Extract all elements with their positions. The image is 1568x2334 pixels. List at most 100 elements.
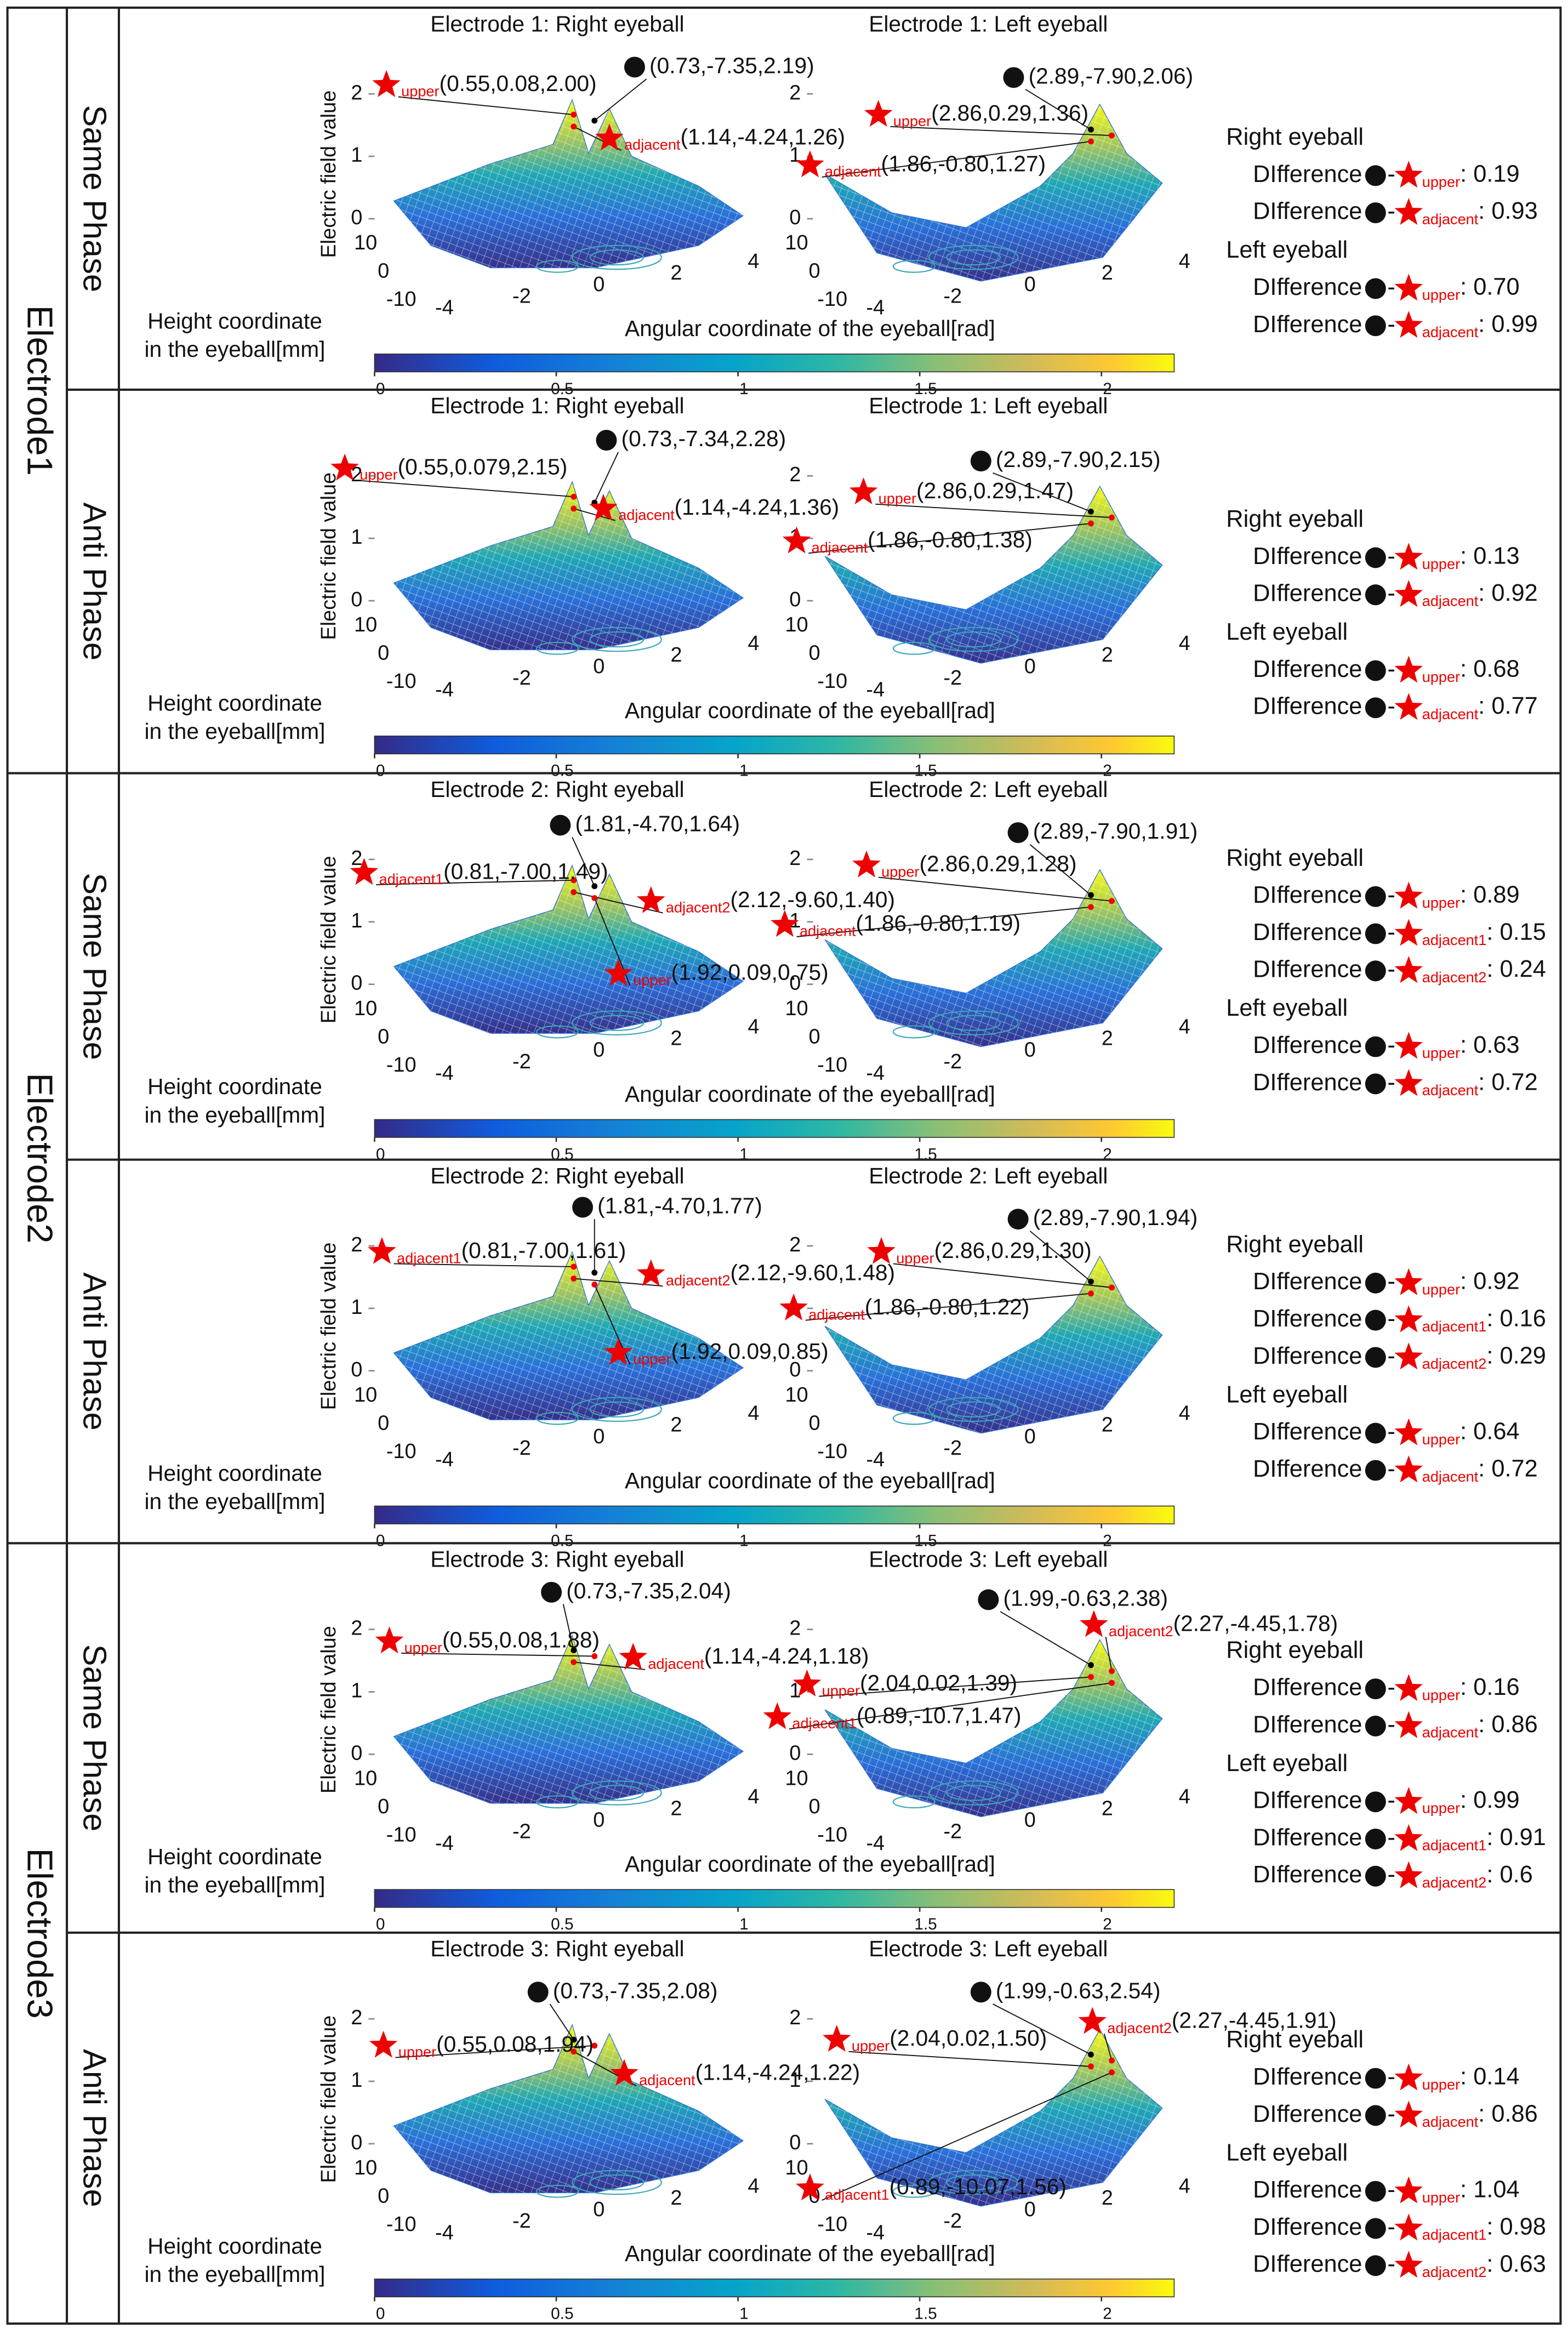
dot-marker — [572, 1197, 594, 1218]
diff-sub: adjacent — [1422, 323, 1479, 340]
point — [571, 1263, 577, 1270]
leader-line — [822, 2071, 1112, 2201]
annotation-text: (2.27,-4.45,1.91) — [1172, 2007, 1337, 2033]
contour — [928, 627, 1019, 652]
x-tick-label: 0 — [1024, 1425, 1036, 1448]
point — [571, 1276, 577, 1282]
star-marker — [589, 493, 618, 521]
point — [1109, 2057, 1115, 2064]
star-marker — [1394, 1861, 1423, 1888]
diff-value: upper: 0.63 — [1422, 1032, 1520, 1061]
y-tick-label: 0 — [378, 1411, 389, 1434]
diff-value: adjacent2: 0.63 — [1422, 2251, 1546, 2280]
star-marker — [782, 526, 811, 554]
diff-label: DIfference — [1253, 1343, 1362, 1369]
x-tick-label: 2 — [670, 261, 682, 284]
diff-dash: - — [1388, 1343, 1395, 1369]
contour — [928, 1010, 1019, 1035]
diff-label: DIfference — [1253, 311, 1362, 338]
surface-mesh — [394, 2024, 743, 2193]
annotation-text: (0.55,0.08,1.88) — [442, 1627, 600, 1652]
electrode-label: Electrode2 — [20, 1073, 60, 1243]
star-marker — [1394, 2063, 1423, 2091]
y-tick-label: 0 — [809, 642, 820, 665]
annotation-sub: adjacent — [624, 136, 681, 153]
annotation-sub: adjacent2 — [666, 899, 731, 916]
diff-label: DIfference — [1253, 2177, 1362, 2203]
dot-marker — [1365, 886, 1386, 907]
contour — [928, 244, 1019, 270]
x-tick-label: -2 — [512, 1820, 531, 1843]
z-tick-label: 2 — [789, 1233, 801, 1256]
x-tick-label: 0 — [1024, 1039, 1036, 1062]
x-tick-label: -2 — [512, 1437, 531, 1460]
dot-marker — [1365, 2105, 1386, 2126]
annotation: upper(0.55,0.08,1.94) — [398, 2031, 594, 2060]
diff-value: adjacent2: 0.24 — [1422, 957, 1546, 986]
diff-sub: adjacent — [1422, 1081, 1479, 1098]
leader-line — [1000, 1611, 1091, 1666]
diff-number: : 0.99 — [1478, 311, 1538, 338]
diff-dash: - — [1388, 198, 1395, 225]
diff-number: : 0.16 — [1486, 1306, 1546, 1332]
peak-point — [1088, 2051, 1094, 2058]
contour — [535, 1411, 579, 1425]
diff-sub: upper — [1422, 286, 1460, 303]
contour — [946, 1015, 1001, 1031]
z-tick-label: 1 — [351, 1680, 362, 1703]
colorbar-tick-label: 0.5 — [551, 1532, 573, 1550]
z-tick-label: 2 — [351, 81, 362, 104]
diff-number: : 0.99 — [1460, 1787, 1520, 1814]
diff-value: upper: 0.99 — [1422, 1787, 1520, 1817]
leader-line — [1029, 844, 1092, 896]
z-tick-label: 2 — [789, 81, 801, 104]
z-tick-label: 2 — [351, 1617, 362, 1640]
dot-marker — [1365, 1272, 1386, 1294]
plot-title: Electrode 3: Right eyeball — [430, 1936, 684, 1961]
y-tick-label: 0 — [378, 642, 389, 665]
dot-marker — [541, 1581, 562, 1603]
plot-title: Electrode 1: Left eyeball — [869, 393, 1108, 418]
point — [1088, 520, 1094, 527]
phase-label: Anti Phase — [76, 502, 113, 661]
annotation-sub: adjacent — [812, 539, 868, 556]
point — [571, 493, 577, 500]
annotation: adjacent(1.14,-4.24,1.18) — [648, 1643, 869, 1672]
diff-label: DIfference — [1253, 161, 1362, 187]
diff-sub: adjacent2 — [1422, 1355, 1487, 1372]
diff-label: DIfference — [1253, 580, 1362, 607]
annotation: upper(1.92,0.09,0.75) — [633, 959, 828, 988]
star-marker — [867, 1237, 896, 1264]
diff-value: upper: 0.19 — [1422, 161, 1520, 190]
diff-sub: adjacent2 — [1422, 1874, 1487, 1891]
annotation-text: (1.81,-4.70,1.64) — [575, 811, 740, 836]
z-tick-label: 2 — [351, 847, 362, 870]
z-tick-label: 1 — [351, 526, 362, 549]
diff-dash: - — [1388, 161, 1395, 187]
x-tick-label: 2 — [670, 1027, 682, 1050]
contour — [892, 259, 936, 273]
x-tick-label: -4 — [866, 2221, 885, 2244]
x-tick-label: 4 — [748, 632, 759, 655]
x-tick-label: 2 — [1102, 2187, 1113, 2210]
star-marker — [350, 858, 379, 885]
plot-title: Electrode 1: Left eyeball — [869, 11, 1108, 36]
star-marker — [1080, 1610, 1108, 1637]
annotation-text: (1.99,-0.63,2.38) — [1003, 1585, 1168, 1610]
star-marker — [1394, 311, 1423, 338]
leader-line — [993, 472, 1091, 513]
diff-dash: - — [1388, 957, 1395, 983]
annotation-text: (0.81,-7.00,1.61) — [461, 1238, 626, 1263]
colorbar-tick-label: 1.5 — [914, 1915, 937, 1933]
diff-number: : 0.86 — [1478, 2101, 1538, 2127]
annotation-text: (1.99,-0.63,2.54) — [996, 1978, 1161, 2003]
annotation-sub: adjacent2 — [1109, 1623, 1173, 1640]
annotation: adjacent2(2.27,-4.45,1.78) — [1109, 1610, 1338, 1640]
y-tick-label: -10 — [817, 670, 847, 693]
diff-number: : 0.63 — [1460, 1032, 1520, 1058]
surface-mesh — [825, 1256, 1162, 1433]
diff-heading: Left eyeball — [1226, 619, 1348, 645]
diff-heading: Left eyeball — [1226, 995, 1348, 1021]
diff-dash: - — [1388, 2214, 1395, 2240]
plot-title: Electrode 3: Left eyeball — [869, 1936, 1108, 1961]
